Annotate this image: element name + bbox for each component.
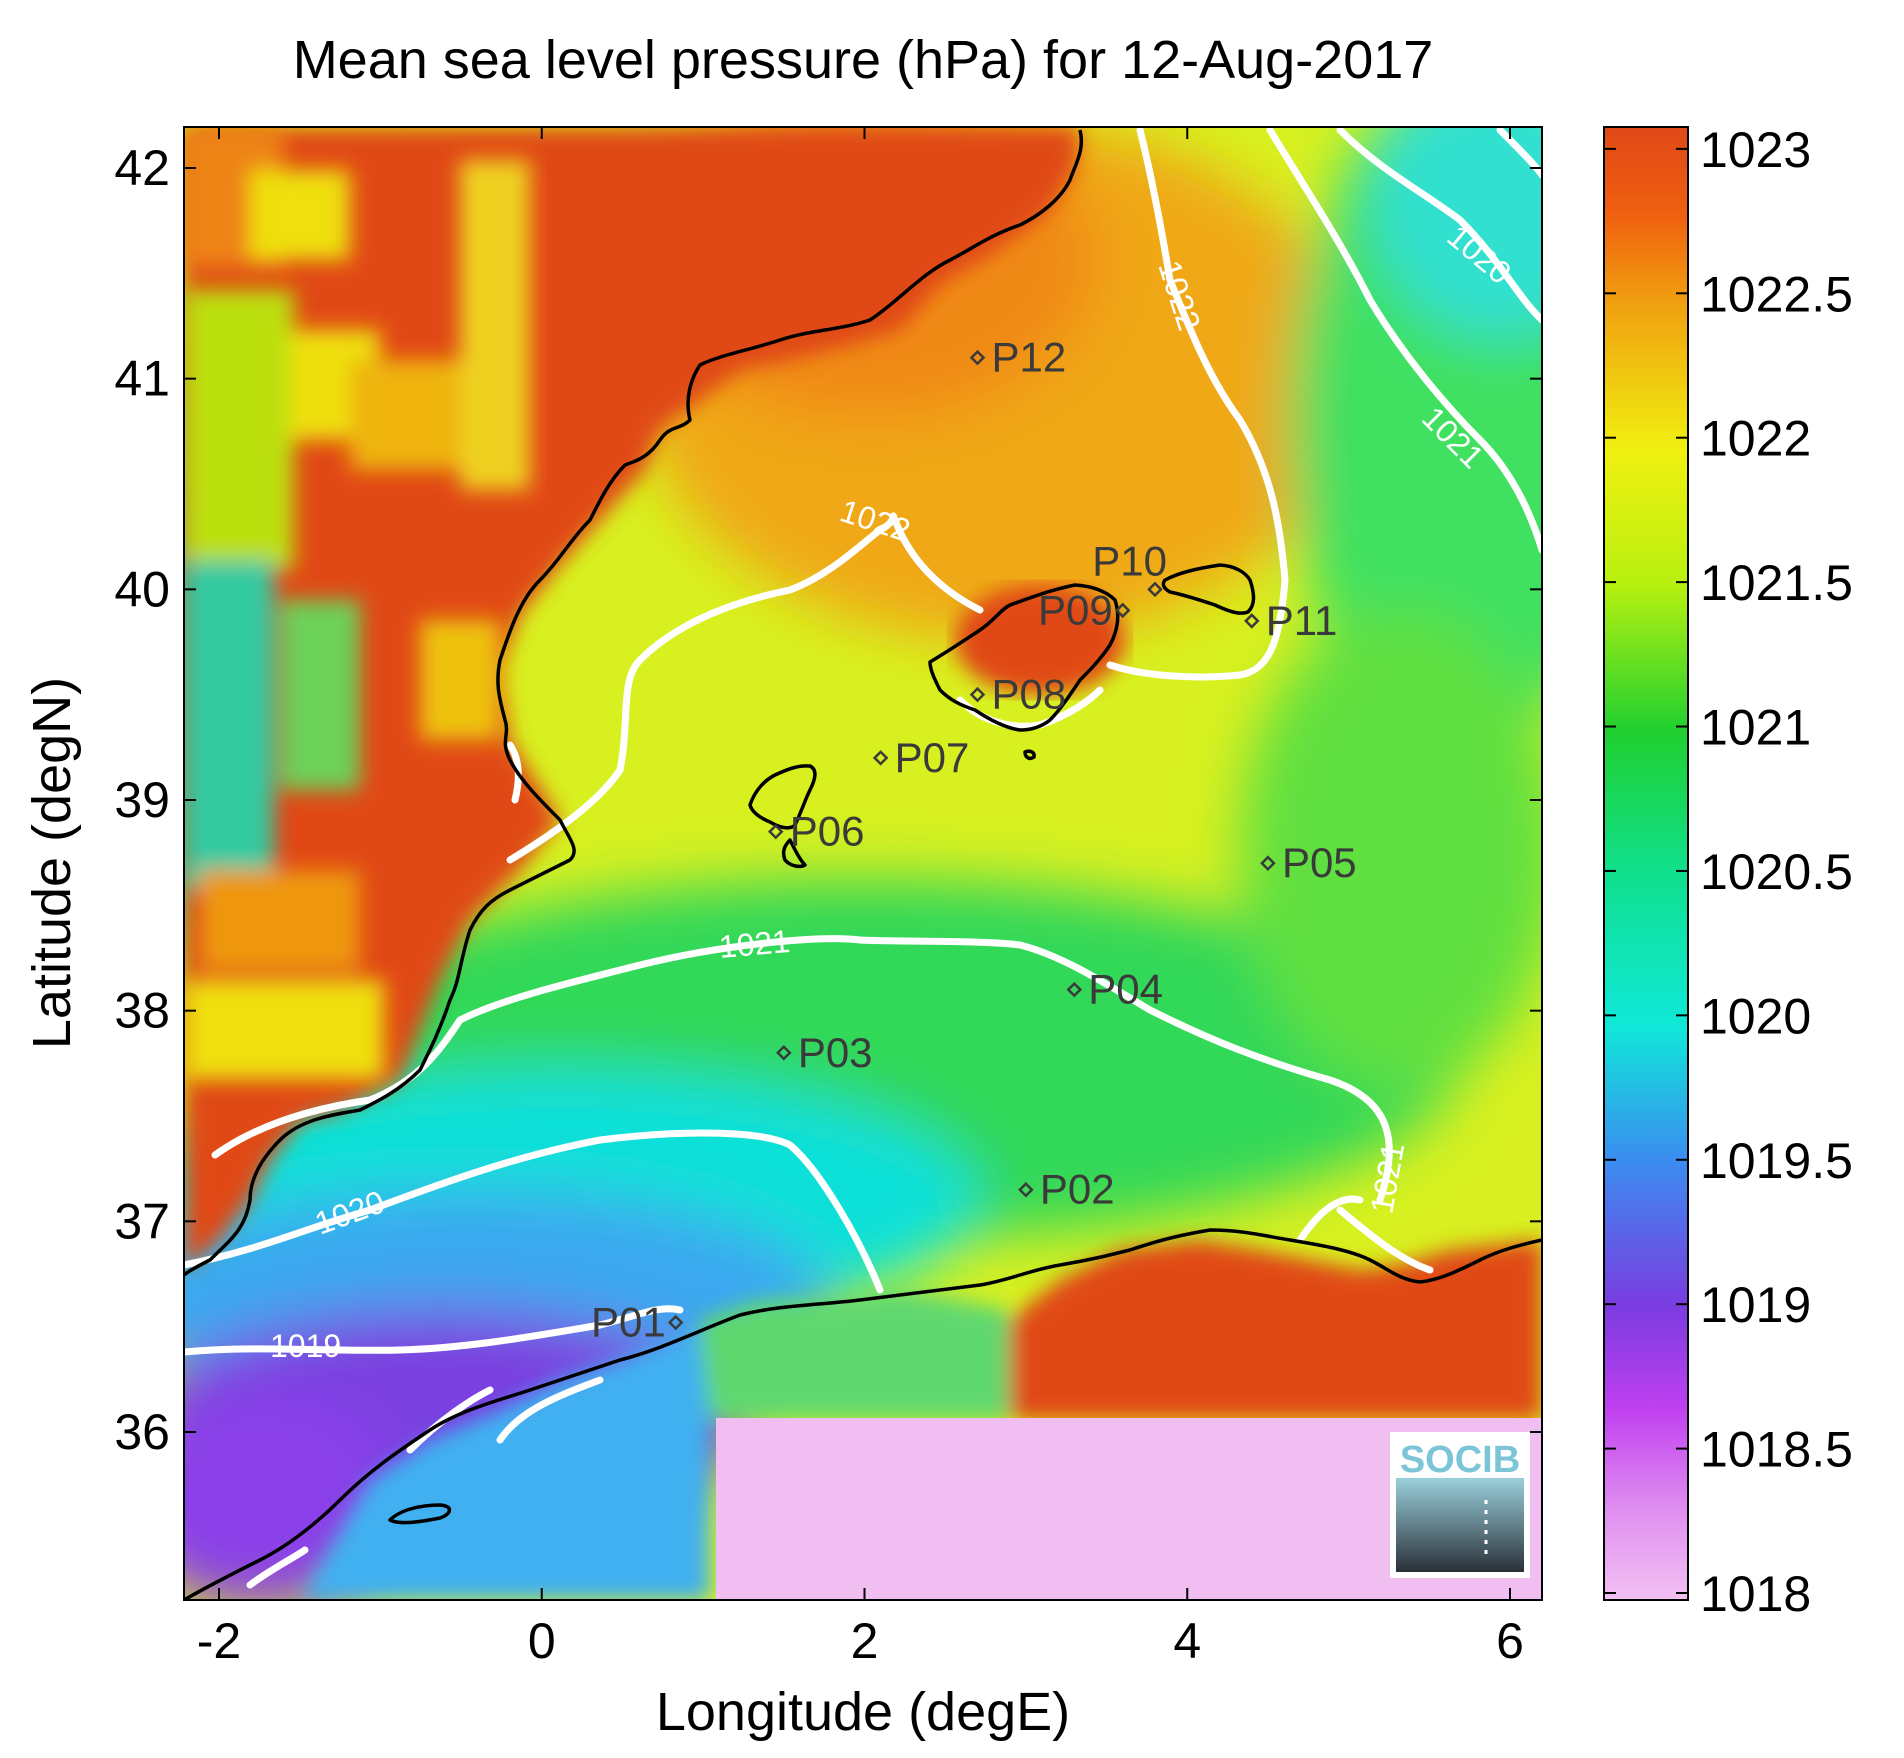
contour-label-1021: 1021 xyxy=(717,923,791,965)
station-marker xyxy=(767,823,784,840)
station-label: P09 xyxy=(1038,586,1113,633)
station-p09: P09 xyxy=(1038,586,1131,633)
x-tick-label: 0 xyxy=(528,1613,556,1669)
station-marker xyxy=(667,1314,684,1331)
colorbar-ticks: 1018 1018.5 1019 1019.5 1020 1020.5 1021 1021.5… xyxy=(1604,122,1853,1622)
colorbar-tick-label: 1019.5 xyxy=(1700,1133,1853,1189)
y-tick-label: 40 xyxy=(114,561,170,617)
station-p04: P04 xyxy=(1066,966,1163,1013)
station-label: P01 xyxy=(591,1298,666,1345)
socib-logo: SOCIB xyxy=(1390,1432,1530,1578)
colorbar-tick-label: 1021.5 xyxy=(1700,555,1853,611)
station-marker xyxy=(1147,581,1163,598)
x-tick-label: 6 xyxy=(1496,1613,1524,1669)
socib-logo-text: SOCIB xyxy=(1400,1439,1520,1481)
station-marker xyxy=(776,1045,792,1061)
station-label: P10 xyxy=(1092,537,1167,584)
station-p10: P10 xyxy=(1092,537,1167,598)
colorbar-tick-label: 1020.5 xyxy=(1700,844,1853,900)
station-label: P05 xyxy=(1282,839,1357,886)
alboran-island xyxy=(388,1503,452,1525)
station-p02: P02 xyxy=(1018,1166,1115,1213)
station-marker xyxy=(872,750,889,766)
station-marker xyxy=(1244,613,1260,629)
colorbar-tick-label: 1022.5 xyxy=(1700,266,1853,322)
coastlines xyxy=(184,129,1542,1600)
colorbar-tick-label: 1019 xyxy=(1700,1277,1811,1333)
station-marker xyxy=(1260,855,1276,871)
station-p06: P06 xyxy=(767,808,865,855)
x-axis-label: Longitude (degE) xyxy=(656,1682,1070,1742)
colorbar-gradient xyxy=(1603,126,1689,1601)
contour-1020 xyxy=(184,127,1542,1294)
ibiza-coastline xyxy=(748,764,817,869)
figure-title: Mean sea level pressure (hPa) for 12-Aug… xyxy=(293,30,1434,90)
plot-frame xyxy=(183,126,1543,1601)
station-label: P08 xyxy=(991,671,1066,718)
station-p11: P11 xyxy=(1244,597,1338,644)
y-tick-label: 37 xyxy=(114,1193,170,1249)
station-label: P07 xyxy=(895,734,970,781)
africa-coastline xyxy=(184,1228,1542,1600)
y-tick-label: 38 xyxy=(114,983,170,1039)
station-marker xyxy=(969,349,986,366)
colorbar-tick-label: 1022 xyxy=(1700,411,1811,467)
station-label: P04 xyxy=(1088,966,1163,1013)
colorbar-tick-label: 1020 xyxy=(1700,988,1811,1044)
colorbar-tick-label: 1018 xyxy=(1700,1566,1811,1622)
station-p05: P05 xyxy=(1260,839,1357,886)
colorbar: 1018 1018.5 1019 1019.5 1020 1020.5 1021 1021.5… xyxy=(1603,122,1853,1622)
station-label: P02 xyxy=(1040,1166,1115,1213)
x-tick-label: 4 xyxy=(1173,1613,1201,1669)
y-tick-label: 42 xyxy=(114,140,170,196)
contour-label-1019: 1019 xyxy=(270,1328,341,1364)
station-marker xyxy=(1018,1181,1034,1198)
pressure-field xyxy=(184,127,1542,1600)
station-p12: P12 xyxy=(969,334,1066,381)
colorbar-tick-label: 1023 xyxy=(1700,122,1811,178)
y-axis-label: Latitude (degN) xyxy=(22,677,82,1049)
x-axis: -2 0 2 4 6 xyxy=(197,127,1524,1669)
colorbar-tick-label: 1018.5 xyxy=(1700,1422,1853,1478)
x-tick-label: 2 xyxy=(851,1613,879,1669)
x-tick-label: -2 xyxy=(197,1613,241,1669)
station-p07: P07 xyxy=(872,734,970,781)
station-p08: P08 xyxy=(969,671,1066,718)
contour-1019 xyxy=(184,1305,684,1589)
y-tick-label: 41 xyxy=(114,351,170,407)
station-p03: P03 xyxy=(776,1029,873,1076)
colorbar-tick-label: 1021 xyxy=(1700,700,1811,756)
station-label: P11 xyxy=(1266,597,1338,644)
y-tick-label: 36 xyxy=(114,1404,170,1460)
iberian-coastline xyxy=(184,129,1083,1277)
station-label: P12 xyxy=(991,334,1066,381)
station-label: P06 xyxy=(790,808,865,855)
y-tick-label: 39 xyxy=(114,772,170,828)
station-marker xyxy=(1114,602,1131,619)
station-marker xyxy=(1066,981,1083,998)
station-label: P03 xyxy=(798,1029,873,1076)
y-axis: 36 37 38 39 40 41 42 xyxy=(114,140,1542,1460)
mallorca-coastline xyxy=(928,583,1120,732)
cabrera-island xyxy=(1023,749,1036,761)
menorca-coastline xyxy=(1161,563,1256,615)
station-marker xyxy=(969,686,986,703)
station-p01: P01 xyxy=(591,1298,684,1345)
